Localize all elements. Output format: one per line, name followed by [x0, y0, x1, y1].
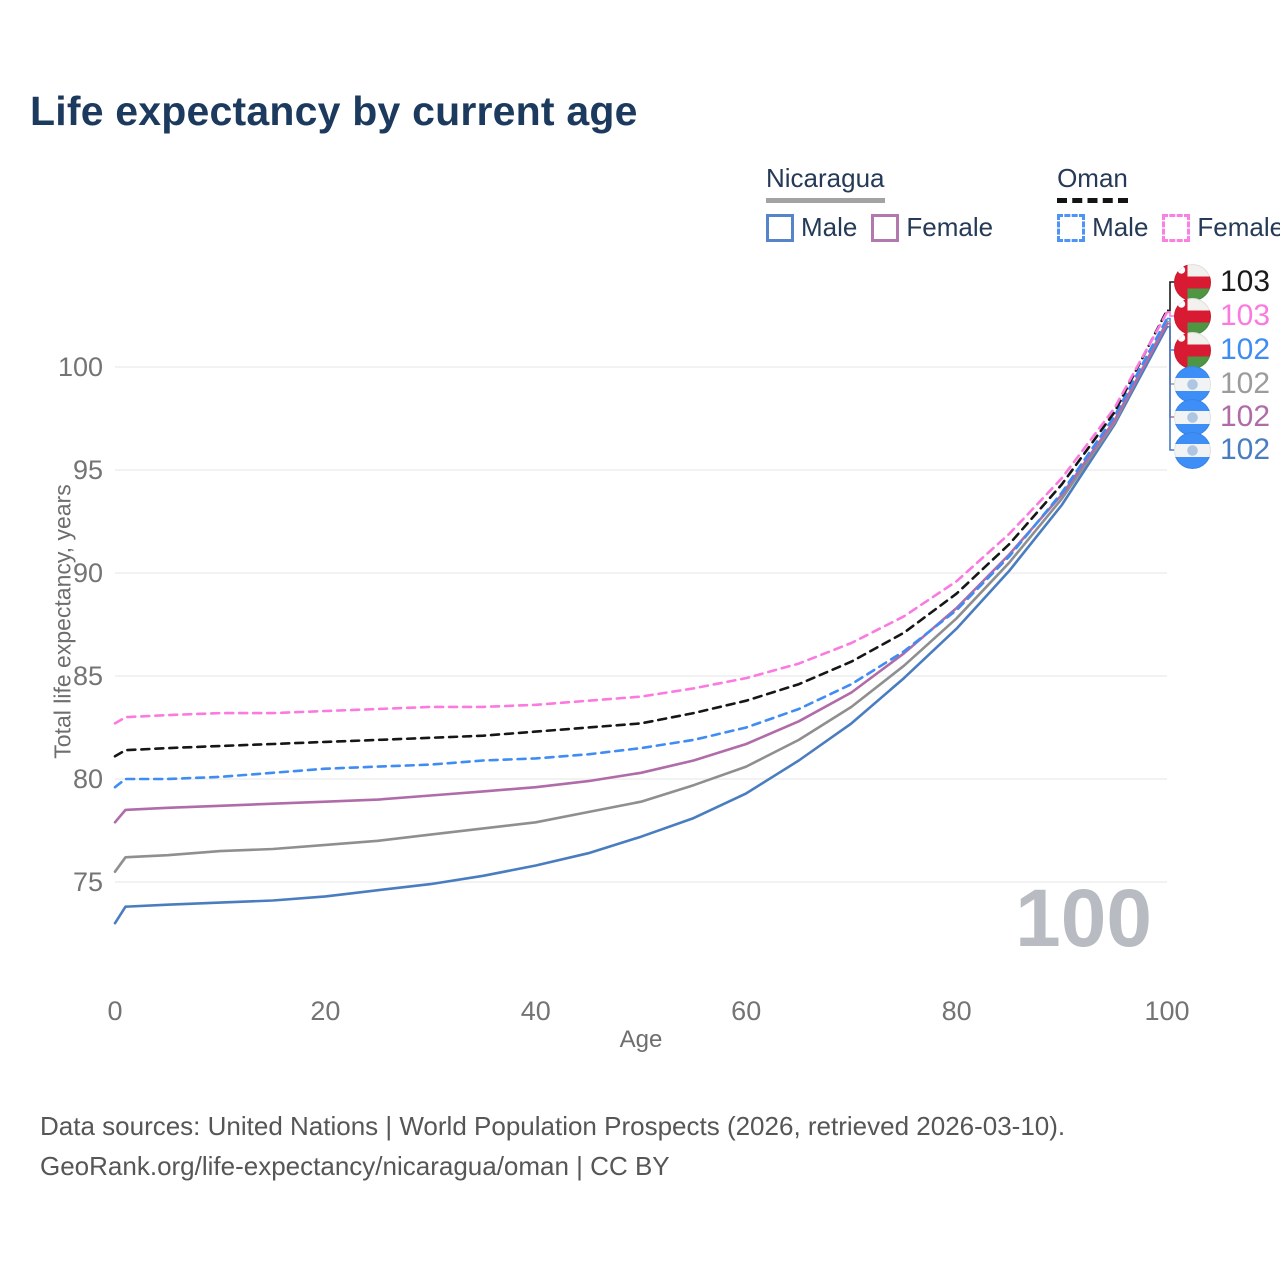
legend-item-label: Male	[801, 212, 858, 242]
y-tick-label: 100	[58, 352, 103, 382]
end-value-label: 102	[1220, 433, 1271, 466]
end-label-row: 103	[1174, 263, 1270, 301]
end-label-connector	[1167, 326, 1175, 451]
legend-group-oman: Oman Male Female	[1057, 163, 1280, 243]
nicaragua-female-swatch-icon	[871, 213, 900, 242]
legend-item-label: Male	[1092, 212, 1149, 242]
x-tick-label: 60	[731, 996, 761, 1026]
series-line-oman_male[interactable]	[113, 317, 1169, 789]
x-axis-title: Age	[619, 1026, 663, 1053]
series-line-nicaragua_both[interactable]	[113, 320, 1169, 874]
end-value-label: 102	[1220, 400, 1271, 433]
end-value-label: 103	[1220, 299, 1271, 332]
x-tick-label: 40	[521, 996, 551, 1026]
footer-attribution-link: GeoRank.org/life-expectancy/nicaragua/om…	[40, 1151, 670, 1181]
nicaragua-flag-icon	[1174, 431, 1211, 469]
age-counter-watermark: 100	[1015, 873, 1152, 964]
legend-item-nicaragua-female[interactable]: Female	[871, 212, 993, 243]
y-tick-label: 75	[73, 867, 103, 897]
oman-flag-icon	[1174, 297, 1211, 335]
legend: Nicaragua Male Female Oman Male	[766, 163, 1280, 243]
oman-female-swatch-icon	[1162, 213, 1191, 242]
legend-item-label: Female	[906, 212, 994, 242]
y-axis-title: Total life expectancy, years	[49, 484, 76, 759]
nicaragua-flag-icon	[1174, 365, 1211, 403]
legend-items-oman: Male Female	[1057, 212, 1280, 243]
nicaragua-male-swatch-icon	[766, 213, 794, 242]
series-line-oman_both[interactable]	[113, 309, 1169, 758]
oman-male-swatch-icon	[1057, 213, 1086, 242]
end-value-label: 102	[1220, 367, 1271, 400]
nicaragua-flag-icon	[1174, 398, 1211, 436]
x-tick-label: 20	[310, 996, 340, 1026]
y-tick-label: 80	[73, 764, 103, 794]
legend-group-nicaragua: Nicaragua Male Female	[766, 163, 993, 243]
x-tick-label: 0	[107, 996, 122, 1026]
x-tick-label: 80	[942, 996, 972, 1026]
legend-item-oman-male[interactable]: Male	[1057, 212, 1148, 243]
y-tick-label: 90	[73, 558, 103, 588]
end-label-row: 102	[1174, 331, 1270, 369]
page-title: Life expectancy by current age	[30, 88, 638, 134]
x-tick-label: 100	[1144, 996, 1189, 1026]
end-label-row: 103	[1174, 297, 1270, 335]
end-label-row: 102	[1174, 398, 1270, 436]
end-value-label: 102	[1220, 333, 1271, 366]
end-label-row: 102	[1174, 365, 1270, 403]
end-label-connector	[1167, 311, 1175, 317]
end-label-row: 102	[1174, 431, 1270, 469]
legend-item-nicaragua-male[interactable]: Male	[766, 212, 857, 243]
series-line-oman_female[interactable]	[113, 311, 1169, 725]
footer: Data sources: United Nations | World Pop…	[40, 1106, 1065, 1186]
y-tick-label: 95	[73, 455, 103, 485]
legend-country-nicaragua[interactable]: Nicaragua	[766, 163, 885, 203]
legend-item-label: Female	[1197, 212, 1280, 242]
footer-data-sources: Data sources: United Nations | World Pop…	[40, 1111, 1066, 1141]
series-line-nicaragua_male[interactable]	[113, 325, 1169, 925]
legend-item-oman-female[interactable]: Female	[1162, 212, 1280, 243]
legend-items-nicaragua: Male Female	[766, 212, 993, 243]
oman-flag-icon	[1174, 263, 1211, 301]
end-value-label: 103	[1220, 265, 1271, 298]
oman-flag-icon	[1174, 331, 1211, 369]
legend-country-oman[interactable]: Oman	[1057, 163, 1128, 203]
series-line-nicaragua_female[interactable]	[113, 322, 1169, 824]
end-label-connector	[1167, 281, 1175, 312]
y-tick-label: 85	[73, 661, 103, 691]
